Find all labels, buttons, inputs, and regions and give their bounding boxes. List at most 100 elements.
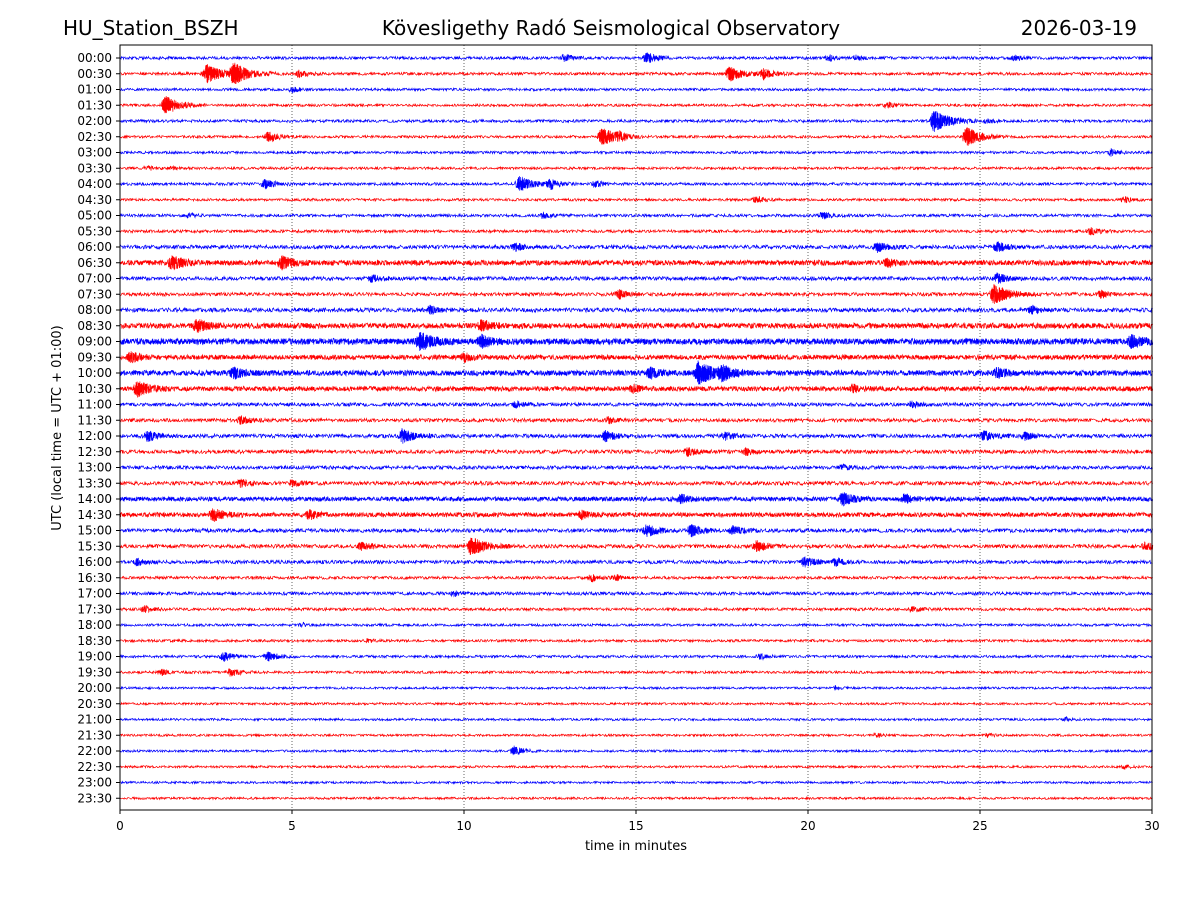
trace-1530 (119, 537, 1154, 555)
trace-0100 (119, 86, 1153, 94)
trace-2200 (119, 745, 1153, 756)
trace-1330 (119, 478, 1153, 488)
x-tick-label: 20 (800, 819, 815, 833)
y-tick-label: 15:30 (77, 539, 112, 553)
trace-1400 (119, 492, 1154, 507)
y-tick-label: 09:00 (77, 335, 112, 349)
y-tick-label: 13:00 (77, 461, 112, 475)
y-tick-label: 02:00 (77, 114, 112, 128)
plot-frame (119, 44, 1153, 811)
y-axis-label: UTC (local time = UTC + 01:00) (50, 325, 65, 530)
y-tick-label: 21:00 (77, 713, 112, 727)
y-tick-label: 14:00 (77, 492, 112, 506)
chart-title: Kövesligethy Radó Seismological Observat… (382, 16, 840, 40)
x-tick-label: 30 (1144, 819, 1159, 833)
y-tick-label: 13:30 (77, 476, 112, 490)
y-tick-label: 22:30 (77, 760, 112, 774)
y-tick-label: 18:00 (77, 618, 112, 632)
y-tick-label: 08:00 (77, 303, 112, 317)
y-tick-label: 02:30 (77, 130, 112, 144)
trace-1700 (119, 590, 1153, 598)
trace-1600 (119, 556, 1153, 568)
y-tick-label: 17:00 (77, 587, 112, 601)
trace-1230 (119, 446, 1153, 457)
y-tick-label: 18:30 (77, 634, 112, 648)
trace-1200 (119, 428, 1153, 444)
y-tick-label: 05:30 (77, 224, 112, 238)
trace-2100 (119, 715, 1153, 723)
vertical-gridlines (291, 45, 981, 810)
y-tick-label: 11:00 (77, 398, 112, 412)
y-tick-label: 15:00 (77, 524, 112, 538)
chart-date: 2026-03-19 (1021, 16, 1137, 40)
trace-0700 (119, 272, 1153, 284)
trace-0000 (119, 52, 1153, 63)
trace-0830 (119, 319, 1153, 333)
y-tick-label: 04:30 (77, 193, 112, 207)
trace-0130 (119, 96, 1153, 114)
trace-0400 (119, 176, 1153, 191)
y-tick-label: 16:00 (77, 555, 112, 569)
y-tick-label: 21:30 (77, 728, 112, 742)
y-tick-label: 01:00 (77, 83, 112, 97)
trace-2130 (119, 732, 1153, 738)
trace-1500 (119, 524, 1153, 538)
trace-0600 (119, 241, 1153, 253)
y-tick-label: 09:30 (77, 350, 112, 364)
trace-0900 (119, 331, 1154, 351)
trace-0300 (119, 148, 1153, 157)
trace-1130 (119, 415, 1153, 425)
y-tick-label: 06:00 (77, 240, 112, 254)
trace-0630 (119, 255, 1154, 271)
x-tick-label: 15 (628, 819, 643, 833)
y-tick-label: 19:30 (77, 665, 112, 679)
y-tick-label: 14:30 (77, 508, 112, 522)
y-tick-label: 22:00 (77, 744, 112, 758)
trace-2300 (119, 780, 1153, 785)
y-tick-label: 05:00 (77, 209, 112, 223)
trace-1000 (119, 360, 1153, 385)
trace-2230 (119, 764, 1153, 770)
y-tick-label: 17:30 (77, 602, 112, 616)
trace-1900 (119, 651, 1153, 662)
trace-1300 (119, 463, 1153, 471)
trace-0330 (119, 164, 1153, 172)
y-tick-label: 11:30 (77, 413, 112, 427)
y-tick-label: 10:30 (77, 382, 112, 396)
y-tick-label: 23:00 (77, 776, 112, 790)
y-tick-label: 19:00 (77, 650, 112, 664)
trace-0230 (119, 127, 1153, 146)
y-tick-label: 00:00 (77, 51, 112, 65)
y-tick-label: 00:30 (77, 67, 112, 81)
trace-2000 (119, 685, 1153, 691)
y-tick-label: 16:30 (77, 571, 112, 585)
x-axis-label: time in minutes (585, 839, 687, 854)
trace-0530 (119, 227, 1153, 236)
trace-1730 (119, 604, 1153, 614)
y-tick-label: 06:30 (77, 256, 112, 270)
y-tick-label: 20:30 (77, 697, 112, 711)
y-tick-label: 07:00 (77, 272, 112, 286)
trace-1100 (119, 400, 1153, 409)
trace-2330 (119, 795, 1153, 801)
x-axis-ticks: 0 5 10 15 20 25 30 (116, 810, 1160, 833)
y-tick-label: 12:00 (77, 429, 112, 443)
x-tick-label: 25 (972, 819, 987, 833)
y-tick-label: 03:00 (77, 146, 112, 160)
trace-2030 (119, 701, 1153, 707)
y-tick-label: 20:00 (77, 681, 112, 695)
trace-1630 (119, 574, 1153, 583)
y-tick-label: 12:30 (77, 445, 112, 459)
trace-0200 (119, 111, 1153, 132)
y-tick-label: 04:00 (77, 177, 112, 191)
trace-1800 (119, 621, 1153, 628)
seismogram-traces (119, 52, 1154, 801)
trace-0930 (119, 351, 1154, 364)
y-tick-label: 23:30 (77, 791, 112, 805)
trace-0800 (119, 304, 1153, 315)
trace-0730 (119, 283, 1153, 304)
y-tick-label: 03:30 (77, 161, 112, 175)
trace-1830 (119, 638, 1153, 644)
